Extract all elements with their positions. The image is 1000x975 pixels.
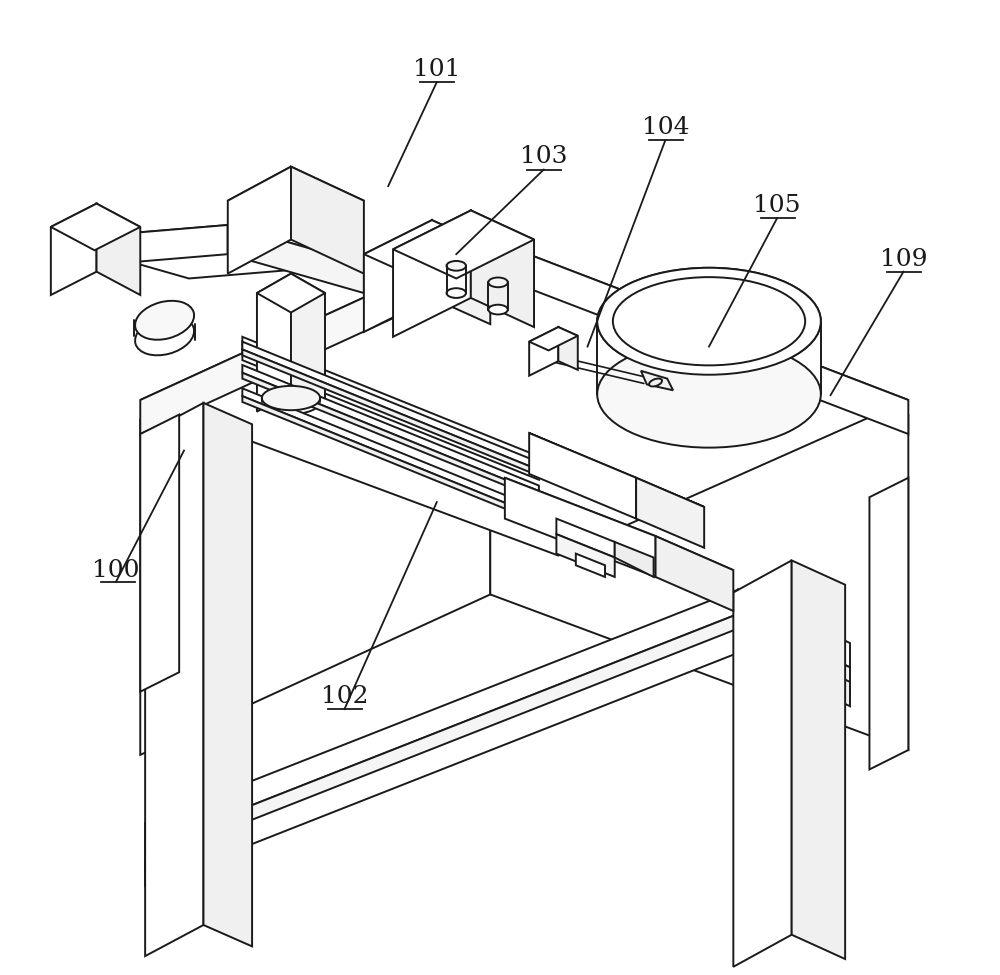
Polygon shape (792, 561, 845, 959)
Text: 100: 100 (92, 559, 140, 582)
Polygon shape (53, 225, 364, 279)
Text: 102: 102 (321, 685, 368, 708)
Polygon shape (490, 240, 908, 434)
Ellipse shape (613, 277, 805, 366)
Polygon shape (51, 204, 140, 251)
Ellipse shape (135, 301, 194, 339)
Polygon shape (203, 403, 252, 947)
Polygon shape (242, 396, 539, 523)
Polygon shape (140, 259, 908, 570)
Polygon shape (145, 614, 738, 877)
Polygon shape (364, 220, 490, 281)
Polygon shape (242, 365, 539, 493)
Polygon shape (242, 372, 539, 499)
Polygon shape (140, 240, 908, 556)
Polygon shape (471, 211, 534, 327)
Ellipse shape (262, 386, 320, 410)
Text: 101: 101 (413, 58, 460, 81)
Polygon shape (432, 220, 490, 324)
Text: 109: 109 (880, 248, 927, 270)
Ellipse shape (447, 261, 466, 271)
Polygon shape (393, 211, 534, 279)
Polygon shape (228, 167, 291, 274)
Polygon shape (505, 478, 733, 570)
Ellipse shape (262, 390, 320, 414)
Polygon shape (140, 414, 179, 691)
Polygon shape (738, 629, 850, 706)
Ellipse shape (488, 305, 508, 315)
Polygon shape (228, 167, 364, 235)
Polygon shape (529, 327, 578, 350)
Polygon shape (242, 336, 539, 480)
Polygon shape (636, 478, 704, 548)
Polygon shape (641, 370, 673, 390)
Polygon shape (615, 542, 654, 577)
Polygon shape (97, 204, 140, 295)
Polygon shape (364, 220, 432, 332)
Polygon shape (490, 259, 908, 750)
Polygon shape (140, 259, 490, 755)
Polygon shape (145, 590, 738, 847)
Polygon shape (257, 274, 291, 411)
Polygon shape (291, 274, 325, 411)
Polygon shape (597, 324, 821, 394)
Polygon shape (242, 341, 539, 470)
Ellipse shape (597, 340, 821, 448)
Polygon shape (558, 327, 578, 370)
Polygon shape (529, 433, 636, 519)
Polygon shape (505, 478, 656, 577)
Polygon shape (145, 629, 738, 886)
Ellipse shape (597, 268, 821, 374)
Ellipse shape (649, 378, 662, 386)
Polygon shape (529, 327, 558, 375)
Polygon shape (257, 274, 325, 313)
Polygon shape (556, 519, 615, 558)
Polygon shape (140, 240, 490, 434)
Polygon shape (869, 478, 908, 769)
Ellipse shape (447, 289, 466, 298)
Polygon shape (291, 167, 364, 274)
Polygon shape (576, 554, 605, 577)
Ellipse shape (597, 268, 821, 374)
Polygon shape (242, 349, 539, 476)
Ellipse shape (614, 279, 804, 364)
Polygon shape (733, 561, 792, 967)
Polygon shape (393, 211, 471, 336)
Polygon shape (51, 204, 97, 295)
Polygon shape (53, 225, 228, 269)
Polygon shape (656, 536, 733, 611)
Polygon shape (529, 433, 704, 507)
Polygon shape (556, 534, 615, 577)
Polygon shape (228, 225, 364, 293)
Polygon shape (738, 590, 850, 667)
Polygon shape (738, 614, 850, 696)
Ellipse shape (488, 278, 508, 288)
Polygon shape (242, 388, 539, 517)
Text: 105: 105 (753, 194, 801, 217)
Text: 103: 103 (520, 145, 568, 169)
Ellipse shape (135, 316, 194, 355)
Text: 104: 104 (642, 116, 689, 139)
Polygon shape (145, 403, 203, 956)
